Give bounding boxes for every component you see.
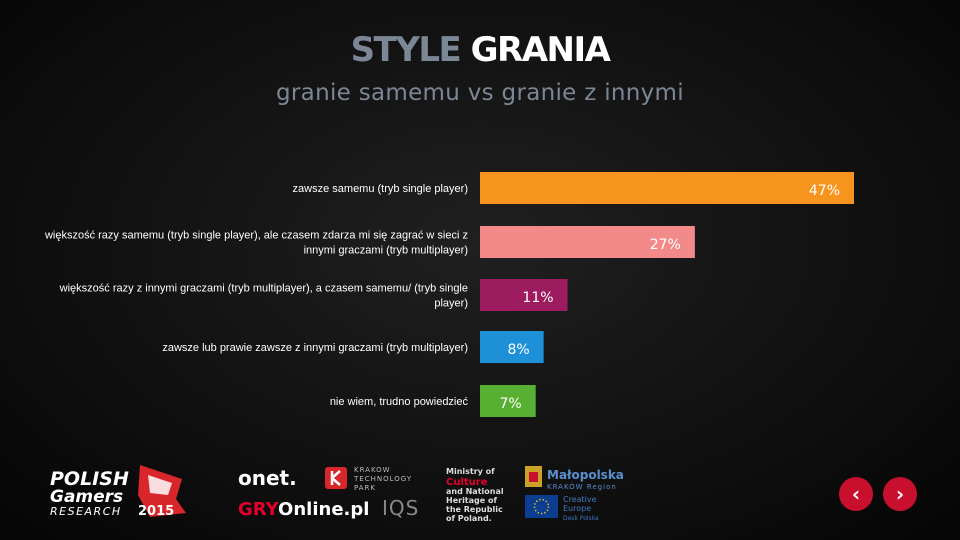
chevron-left-icon: ‹ [851, 482, 861, 506]
ce-line2: Europe [563, 504, 591, 513]
polish-gamers-year: 2015 [138, 504, 174, 519]
page-title: STYLE GRANIA [0, 30, 960, 70]
gryonline-logo: GRYOnline.pl [238, 499, 369, 520]
polish-gamers-line3: RESEARCH [50, 505, 122, 518]
category-label-line: nie wiem, trudno powiedzieć [330, 396, 469, 408]
ce-line1: Creative [563, 495, 597, 504]
ministry-line5: the Republic [446, 505, 503, 514]
title-part-style: STYLE [350, 30, 462, 70]
category-label-0: zawsze samemu (tryb single player) [293, 183, 468, 195]
creative-europe-logo: Creative Europe Desk Polska [525, 495, 599, 522]
bar-0 [480, 172, 854, 204]
ministry-of-culture-logo: Ministry of Culture and National Heritag… [446, 467, 504, 523]
ministry-line3: and National [446, 487, 504, 496]
polish-gamers-line1: POLISH [50, 468, 129, 490]
ktp-line2: TECHNOLOGY [353, 475, 412, 483]
category-label-3: zawsze lub prawie zawsze z innymi gracza… [162, 342, 468, 354]
gryonline-red: GRY [238, 499, 280, 520]
category-label-line: innymi graczami (tryb multiplayer) [304, 245, 468, 257]
category-label-line: zawsze lub prawie zawsze z innymi gracza… [162, 342, 468, 354]
title-part-grania: GRANIA [470, 30, 611, 70]
gryonline-white: Online.pl [278, 499, 369, 520]
category-label-line: większość razy samemu (tryb single playe… [44, 230, 468, 242]
eu-flag-icon [525, 495, 558, 518]
ktp-line1: KRAKOW [354, 466, 391, 474]
ktp-line3: PARK [354, 484, 376, 492]
malopolska-crest-inner-icon [529, 472, 538, 482]
category-label-2: większość razy z innymi graczami (tryb m… [59, 283, 468, 310]
polish-gamers-flag-white-icon [148, 475, 172, 495]
category-label-line: większość razy z innymi graczami (tryb m… [59, 283, 468, 295]
ministry-line1: Ministry of [446, 467, 495, 476]
malopolska-line2: KRAKÓW Region [547, 482, 617, 491]
page-subtitle: granie samemu vs granie z innymi [276, 80, 684, 106]
ministry-line6: of Poland. [446, 514, 492, 523]
bar-value-label-2: 11% [522, 290, 553, 306]
next-slide-button[interactable]: › [883, 477, 917, 511]
chevron-right-icon: › [895, 482, 905, 506]
iqs-logo: IQS [382, 496, 419, 520]
ministry-line4: Heritage of [446, 496, 497, 505]
category-label-1: większość razy samemu (tryb single playe… [44, 230, 468, 257]
krakow-technology-park-logo: KRAKOW TECHNOLOGY PARK [325, 466, 412, 492]
onet-logo: onet. [238, 466, 297, 490]
bar-4 [480, 385, 536, 417]
ktp-k-icon [330, 470, 341, 486]
ktp-badge-icon [325, 467, 347, 489]
sponsor-logos: POLISH Gamers RESEARCH 2015 onet. GRYOnl… [50, 465, 624, 523]
bar-value-label-4: 7% [499, 396, 521, 412]
ministry-line2: Culture [446, 477, 488, 488]
polish-gamers-line2: Gamers [50, 487, 123, 507]
malopolska-line1: Małopolska [547, 468, 624, 482]
category-label-4: nie wiem, trudno powiedzieć [330, 396, 469, 408]
category-label-line: zawsze samemu (tryb single player) [293, 183, 468, 195]
eu-stars-icon [533, 498, 550, 515]
bar-value-label-0: 47% [809, 183, 840, 199]
malopolska-logo: Małopolska KRAKÓW Region [525, 466, 624, 491]
bar-value-label-1: 27% [650, 237, 681, 253]
bar-2 [480, 279, 568, 311]
bar-1 [480, 226, 695, 258]
category-label-line: player) [434, 298, 468, 310]
polish-gamers-research-logo: POLISH Gamers RESEARCH 2015 [50, 465, 186, 519]
ce-line3: Desk Polska [563, 515, 599, 522]
bar-value-label-3: 8% [507, 342, 529, 358]
bar-3 [480, 331, 544, 363]
prev-slide-button[interactable]: ‹ [839, 477, 873, 511]
